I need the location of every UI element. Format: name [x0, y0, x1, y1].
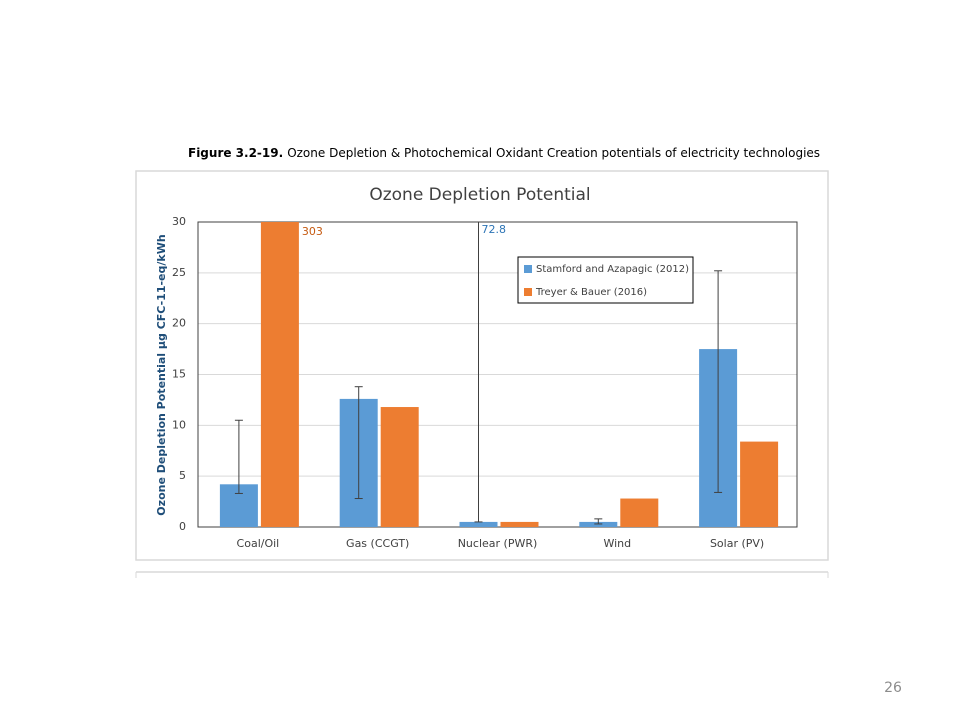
bar: [380, 407, 419, 527]
y-tick-label: 20: [172, 317, 186, 330]
y-axis-label: Ozone Depletion Potential µg CFC-11-eq/k…: [155, 234, 168, 515]
bar: [500, 521, 539, 527]
legend-label: Stamford and Azapagic (2012): [536, 264, 689, 275]
plot: 0 5 10 15 20 25 30 Coal/Oil 303 Gas (CCGT) Nuclear…: [172, 215, 798, 550]
bar: [579, 521, 618, 527]
y-tick-label: 15: [172, 368, 186, 381]
page-number: 26: [884, 680, 902, 696]
legend-label: Treyer & Bauer (2016): [535, 287, 647, 298]
data-label: 72.8: [482, 223, 507, 236]
x-tick-label: Gas (CCGT): [346, 537, 409, 550]
bar: [740, 441, 779, 527]
caption: Figure 3.2-19. Ozone Depletion & Photoche…: [188, 146, 820, 160]
bar: [260, 222, 299, 527]
data-label: 303: [302, 225, 323, 238]
caption-text: Ozone Depletion & Photochemical Oxidant …: [287, 146, 820, 160]
caption-label: Figure 3.2-19.: [188, 146, 283, 160]
legend-swatch: [524, 265, 532, 273]
y-tick-label: 0: [179, 520, 186, 533]
y-tick-label: 10: [172, 418, 186, 431]
chart-title: Ozone Depletion Potential: [369, 185, 590, 205]
x-tick-label: Wind: [603, 537, 631, 550]
x-tick-label: Coal/Oil: [237, 537, 280, 550]
legend-box: [517, 256, 694, 304]
x-tick-label: Nuclear (PWR): [458, 537, 538, 550]
bar: [459, 521, 498, 527]
y-tick-label: 30: [172, 215, 186, 228]
x-tick-label: Solar (PV): [710, 537, 764, 550]
bar: [620, 498, 659, 527]
y-tick-label: 5: [179, 469, 186, 482]
y-tick-label: 25: [172, 266, 186, 279]
legend-swatch: [524, 288, 532, 296]
